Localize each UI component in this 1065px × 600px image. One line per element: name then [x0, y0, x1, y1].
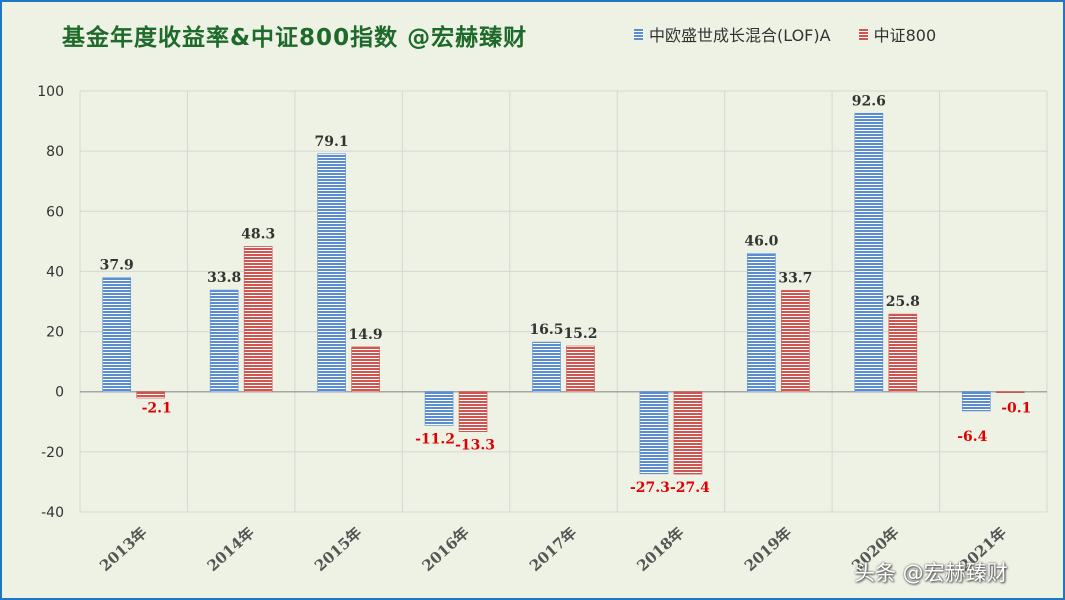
- data-label-fund: 46.0: [744, 233, 778, 249]
- y-tick-label: 40: [46, 264, 64, 280]
- x-tick-label: 2016年: [419, 524, 473, 575]
- data-label-index: 25.8: [886, 294, 920, 310]
- watermark: 头条 @宏赫臻财: [854, 561, 1008, 585]
- y-tick-label: -40: [41, 505, 64, 521]
- data-label-fund: 37.9: [100, 258, 134, 274]
- y-tick-label: -20: [41, 445, 64, 461]
- legend-item-fund: 中欧盛世成长混合(LOF)A: [634, 22, 831, 46]
- y-tick-label: 60: [46, 204, 64, 220]
- data-label-fund: 79.1: [315, 134, 349, 150]
- data-label-index: 33.7: [778, 270, 812, 286]
- x-tick-label: 2017年: [526, 524, 580, 575]
- y-tick-label: 100: [37, 84, 64, 100]
- x-tick-label: 2015年: [311, 524, 365, 575]
- legend-label-fund: 中欧盛世成长混合(LOF)A: [649, 26, 831, 45]
- bar-fund: [102, 277, 132, 393]
- legend-item-index: 中证800: [858, 22, 937, 46]
- data-label-index: 48.3: [241, 226, 275, 242]
- bar-index: [351, 346, 380, 393]
- bar-fund: [317, 153, 346, 393]
- y-tick-label: 0: [55, 385, 64, 401]
- legend-label-index: 中证800: [873, 26, 937, 45]
- data-label-fund: -27.3: [630, 480, 670, 496]
- chart-title: 基金年度收益率&中证800指数 @宏赫臻财: [62, 25, 528, 51]
- x-tick-label: 2013年: [96, 524, 150, 575]
- data-label-fund: -6.4: [957, 429, 987, 445]
- bar-fund: [961, 391, 991, 412]
- legend-swatch-index: [858, 28, 868, 40]
- data-label-index: -27.4: [670, 480, 710, 496]
- x-tick-label: 2018年: [633, 524, 687, 575]
- bar-fund: [854, 112, 884, 393]
- legend-swatch-fund: [634, 28, 643, 40]
- bar-fund: [747, 253, 776, 393]
- bar-index: [888, 313, 918, 393]
- data-label-index: -2.1: [142, 401, 172, 417]
- y-tick-label: 20: [46, 325, 64, 341]
- x-tick-label: 2014年: [204, 524, 258, 575]
- data-label-index: -13.3: [455, 438, 495, 454]
- bar-fund: [639, 391, 669, 475]
- bar-index: [243, 246, 273, 393]
- data-label-index: 15.2: [563, 326, 597, 342]
- bar-index: [673, 391, 703, 475]
- legend: 中欧盛世成长混合(LOF)A 中证800: [634, 22, 936, 46]
- bar-fund: [532, 341, 561, 393]
- data-label-fund: 16.5: [529, 322, 563, 338]
- bar-fund: [209, 289, 239, 393]
- y-tick-label: 80: [46, 144, 64, 160]
- data-label-fund: 33.8: [207, 270, 241, 286]
- data-label-fund: -11.2: [415, 431, 455, 447]
- bar-index: [136, 391, 166, 399]
- bar-index: [458, 391, 488, 433]
- data-label-index: -0.1: [1001, 401, 1031, 417]
- data-label-index: 14.9: [349, 327, 383, 343]
- bar-fund: [424, 391, 454, 426]
- data-label-fund: 92.6: [852, 93, 886, 109]
- bar-index: [566, 345, 595, 393]
- bar-index: [781, 290, 810, 393]
- bar-index: [995, 391, 1025, 394]
- x-tick-label: 2019年: [741, 524, 795, 575]
